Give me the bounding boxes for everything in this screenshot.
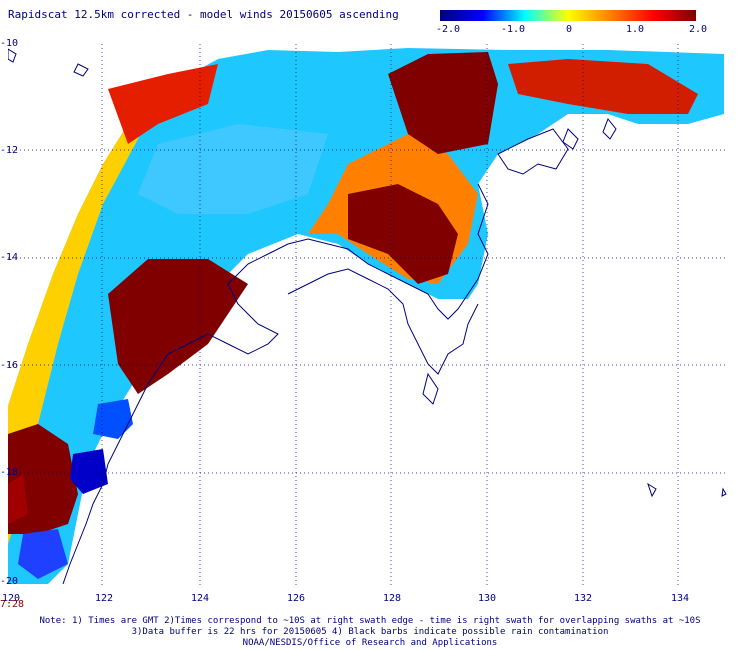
lat-label: -10 xyxy=(0,38,19,49)
colorbar-tick: -1.0 xyxy=(500,24,526,35)
colorbar-tick: 1.0 xyxy=(625,24,645,35)
swath-maroon-north xyxy=(388,52,498,154)
lat-label: -14 xyxy=(0,252,19,263)
map-title: Rapidscat 12.5km corrected - model winds… xyxy=(8,8,399,21)
swath-red-north xyxy=(108,64,218,144)
colorbar-tick: -2.0 xyxy=(435,24,461,35)
swath-light-blue-patch xyxy=(138,124,328,214)
footnote-line: 3)Data buffer is 22 hrs for 20150605 4) … xyxy=(131,627,609,637)
lon-label: 130 xyxy=(477,593,497,604)
lon-label: 128 xyxy=(382,593,402,604)
swath-blue-patch xyxy=(18,529,68,579)
footnotes: Note: 1) Times are GMT 2)Times correspon… xyxy=(0,616,740,649)
swath-yellow-edge xyxy=(8,89,163,544)
colorbar-tick: 2.0 xyxy=(688,24,708,35)
lat-label: -20 xyxy=(0,576,19,587)
lat-lon-grid xyxy=(8,44,728,586)
swath-maroon-west xyxy=(108,259,248,394)
swath-dark-red-patch xyxy=(8,474,28,524)
lon-label: 134 xyxy=(670,593,690,604)
lon-label: 126 xyxy=(286,593,306,604)
swath-blue-patch xyxy=(70,449,108,494)
color-scale-bar xyxy=(440,10,696,21)
lon-label: 132 xyxy=(573,593,593,604)
swath-maroon-central xyxy=(348,184,458,284)
lon-label: 120 xyxy=(1,593,21,604)
colorbar-tick: 0 xyxy=(565,24,573,35)
footnote-line: NOAA/NESDIS/Office of Research and Appli… xyxy=(242,638,498,648)
coastline xyxy=(8,48,727,585)
swath-red-northeast xyxy=(508,59,698,114)
lat-label: -18 xyxy=(0,467,19,478)
swath-blue-patch xyxy=(93,399,133,439)
lon-label: 122 xyxy=(94,593,114,604)
swath-time-label: 7:28 xyxy=(0,599,25,610)
wind-difference-field xyxy=(8,48,724,584)
lat-label: -12 xyxy=(0,145,19,156)
footnote-line: Note: 1) Times are GMT 2)Times correspon… xyxy=(39,616,701,626)
lon-label: 124 xyxy=(190,593,210,604)
wind-difference-map xyxy=(8,44,728,586)
lat-label: -16 xyxy=(0,360,19,371)
